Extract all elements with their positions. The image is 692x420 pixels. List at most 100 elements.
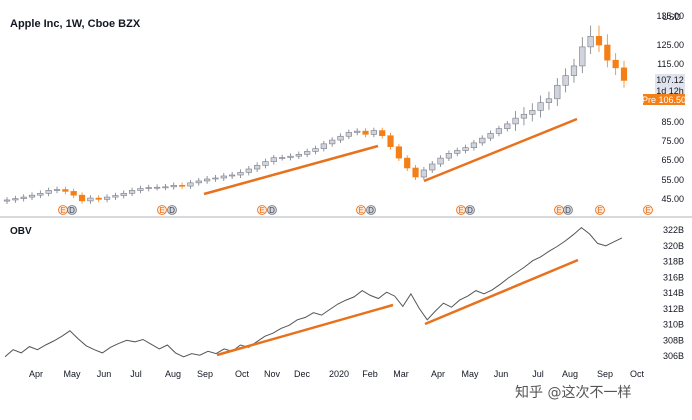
candle-body[interactable] xyxy=(595,35,603,46)
candle-body[interactable] xyxy=(529,110,536,115)
candle-body[interactable] xyxy=(3,199,11,202)
candle-body[interactable] xyxy=(53,189,61,191)
time-tick-label: Mar xyxy=(393,369,409,379)
candle-body[interactable] xyxy=(212,177,219,180)
candle-body[interactable] xyxy=(37,193,44,196)
candle-body[interactable] xyxy=(462,147,469,151)
candle-body[interactable] xyxy=(145,187,152,189)
candle-body[interactable] xyxy=(562,75,569,86)
candle-body[interactable] xyxy=(620,67,628,81)
candlestick-series xyxy=(3,25,628,204)
candle-body[interactable] xyxy=(279,157,286,159)
price-labels: 107.12 1d 12h Pre 106.50 xyxy=(642,74,686,105)
earnings-marker[interactable] xyxy=(257,205,267,215)
candle-body[interactable] xyxy=(387,135,394,147)
candle-body[interactable] xyxy=(287,155,294,158)
candle-body[interactable] xyxy=(429,163,436,171)
candle-body[interactable] xyxy=(587,35,594,48)
candle-body[interactable] xyxy=(604,44,611,61)
candle-body[interactable] xyxy=(312,148,319,152)
candle-body[interactable] xyxy=(12,198,19,201)
candle-body[interactable] xyxy=(78,194,86,202)
candle-body[interactable] xyxy=(370,130,377,135)
earnings-marker[interactable] xyxy=(643,205,653,215)
candle-body[interactable] xyxy=(495,128,503,134)
event-marker-label: D xyxy=(269,206,275,215)
dividend-marker[interactable] xyxy=(67,205,77,215)
candle-body[interactable] xyxy=(28,194,36,198)
candle-body[interactable] xyxy=(254,165,261,170)
obv-trendline-1[interactable] xyxy=(216,303,394,357)
candle-body[interactable] xyxy=(120,193,127,196)
candle-body[interactable] xyxy=(412,167,419,178)
dividend-marker[interactable] xyxy=(366,205,376,215)
candle-body[interactable] xyxy=(112,195,119,198)
obv-trendlines xyxy=(216,258,579,357)
dividend-marker[interactable] xyxy=(267,205,277,215)
candle-body[interactable] xyxy=(487,133,494,139)
candle-body[interactable] xyxy=(345,132,352,137)
candle-body[interactable] xyxy=(229,174,236,177)
candle-body[interactable] xyxy=(103,196,111,200)
candle-body[interactable] xyxy=(237,172,244,176)
candle-body[interactable] xyxy=(295,154,302,157)
candle-body[interactable] xyxy=(245,168,252,173)
candle-body[interactable] xyxy=(379,130,386,136)
candle-body[interactable] xyxy=(470,142,478,148)
candle-body[interactable] xyxy=(445,153,453,159)
candle-body[interactable] xyxy=(420,169,427,178)
candle-body[interactable] xyxy=(537,102,544,111)
candle-body[interactable] xyxy=(612,59,619,69)
candle-body[interactable] xyxy=(195,180,202,184)
candle-body[interactable] xyxy=(128,190,136,194)
candle-body[interactable] xyxy=(395,146,402,159)
time-tick-label: Jun xyxy=(97,369,112,379)
earnings-marker[interactable] xyxy=(157,205,167,215)
dividend-marker[interactable] xyxy=(465,205,475,215)
candle-body[interactable] xyxy=(437,157,444,165)
candle-body[interactable] xyxy=(20,196,27,199)
candle-body[interactable] xyxy=(304,151,311,155)
candle-body[interactable] xyxy=(270,157,277,162)
candle-body[interactable] xyxy=(404,157,411,169)
candle-body[interactable] xyxy=(87,197,94,202)
candle-body[interactable] xyxy=(220,175,227,179)
time-tick-label: May xyxy=(461,369,479,379)
candle-body[interactable] xyxy=(329,139,336,145)
price-trendline-1[interactable] xyxy=(203,144,379,196)
candle-body[interactable] xyxy=(479,137,486,144)
candle-body[interactable] xyxy=(579,46,586,67)
candle-body[interactable] xyxy=(520,113,528,119)
earnings-marker[interactable] xyxy=(356,205,366,215)
candle-body[interactable] xyxy=(162,186,169,189)
candle-body[interactable] xyxy=(170,185,177,188)
time-tick-label: Dec xyxy=(294,369,311,379)
candle-body[interactable] xyxy=(354,130,361,133)
candle-body[interactable] xyxy=(45,190,52,194)
candle-body[interactable] xyxy=(137,188,144,191)
candle-body[interactable] xyxy=(62,189,69,192)
candle-body[interactable] xyxy=(362,130,369,135)
candle-body[interactable] xyxy=(70,191,77,196)
candle-body[interactable] xyxy=(554,84,561,100)
candle-body[interactable] xyxy=(178,185,186,187)
last-price-label: 107.12 xyxy=(656,75,684,85)
candle-body[interactable] xyxy=(570,65,578,76)
candle-body[interactable] xyxy=(187,182,194,187)
candle-body[interactable] xyxy=(320,143,327,149)
candle-body[interactable] xyxy=(95,197,102,200)
candle-body[interactable] xyxy=(262,161,269,166)
candle-body[interactable] xyxy=(337,135,344,141)
candle-body[interactable] xyxy=(153,186,161,189)
candle-body[interactable] xyxy=(512,117,519,125)
candle-body[interactable] xyxy=(454,150,461,154)
candle-body[interactable] xyxy=(504,123,511,129)
candle-body[interactable] xyxy=(545,98,553,103)
dividend-marker[interactable] xyxy=(563,205,573,215)
dividend-marker[interactable] xyxy=(167,205,177,215)
earnings-marker[interactable] xyxy=(595,205,605,215)
price-trendline-2[interactable] xyxy=(423,117,578,183)
obv-trendline-2[interactable] xyxy=(424,258,579,326)
countdown-label: 1d 12h xyxy=(656,86,684,96)
candle-body[interactable] xyxy=(204,178,211,182)
